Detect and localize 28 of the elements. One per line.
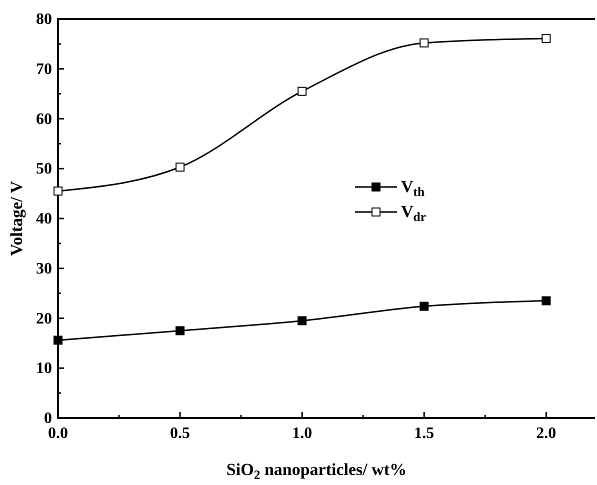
x-tick-label: 0.0 bbox=[48, 425, 68, 442]
x-tick-label: 1.0 bbox=[292, 425, 312, 442]
point bbox=[176, 162, 185, 172]
point bbox=[420, 302, 429, 311]
x-tick-label: 1.5 bbox=[414, 425, 434, 442]
point bbox=[176, 326, 185, 336]
y-tick-label: 50 bbox=[36, 160, 52, 178]
point bbox=[298, 86, 307, 96]
y-tick-label: 0 bbox=[44, 410, 52, 427]
point bbox=[542, 34, 551, 43]
x-tick-label: 2.0 bbox=[536, 425, 556, 442]
point bbox=[54, 186, 62, 196]
point bbox=[54, 336, 62, 345]
y-tick-label: 80 bbox=[36, 11, 52, 28]
y-axis-title: Voltage/ V bbox=[7, 180, 26, 256]
y-tick-label: 70 bbox=[36, 60, 52, 78]
point bbox=[420, 38, 429, 48]
y-tick-label: 30 bbox=[36, 260, 52, 278]
y-tick-label: 40 bbox=[36, 210, 52, 228]
y-tick-label: 20 bbox=[36, 310, 52, 328]
x-axis-title: SiO$_{2}$ nanoparticles/ wt% bbox=[226, 460, 407, 482]
point bbox=[298, 316, 307, 326]
legend-label: V$_{th}$ bbox=[401, 177, 425, 199]
legend-label: V$_{dr}$ bbox=[401, 202, 426, 224]
x-tick-label: 0.5 bbox=[170, 425, 190, 442]
y-tick-label: 10 bbox=[36, 360, 52, 378]
y-tick-label: 60 bbox=[36, 110, 52, 128]
point bbox=[542, 296, 551, 306]
